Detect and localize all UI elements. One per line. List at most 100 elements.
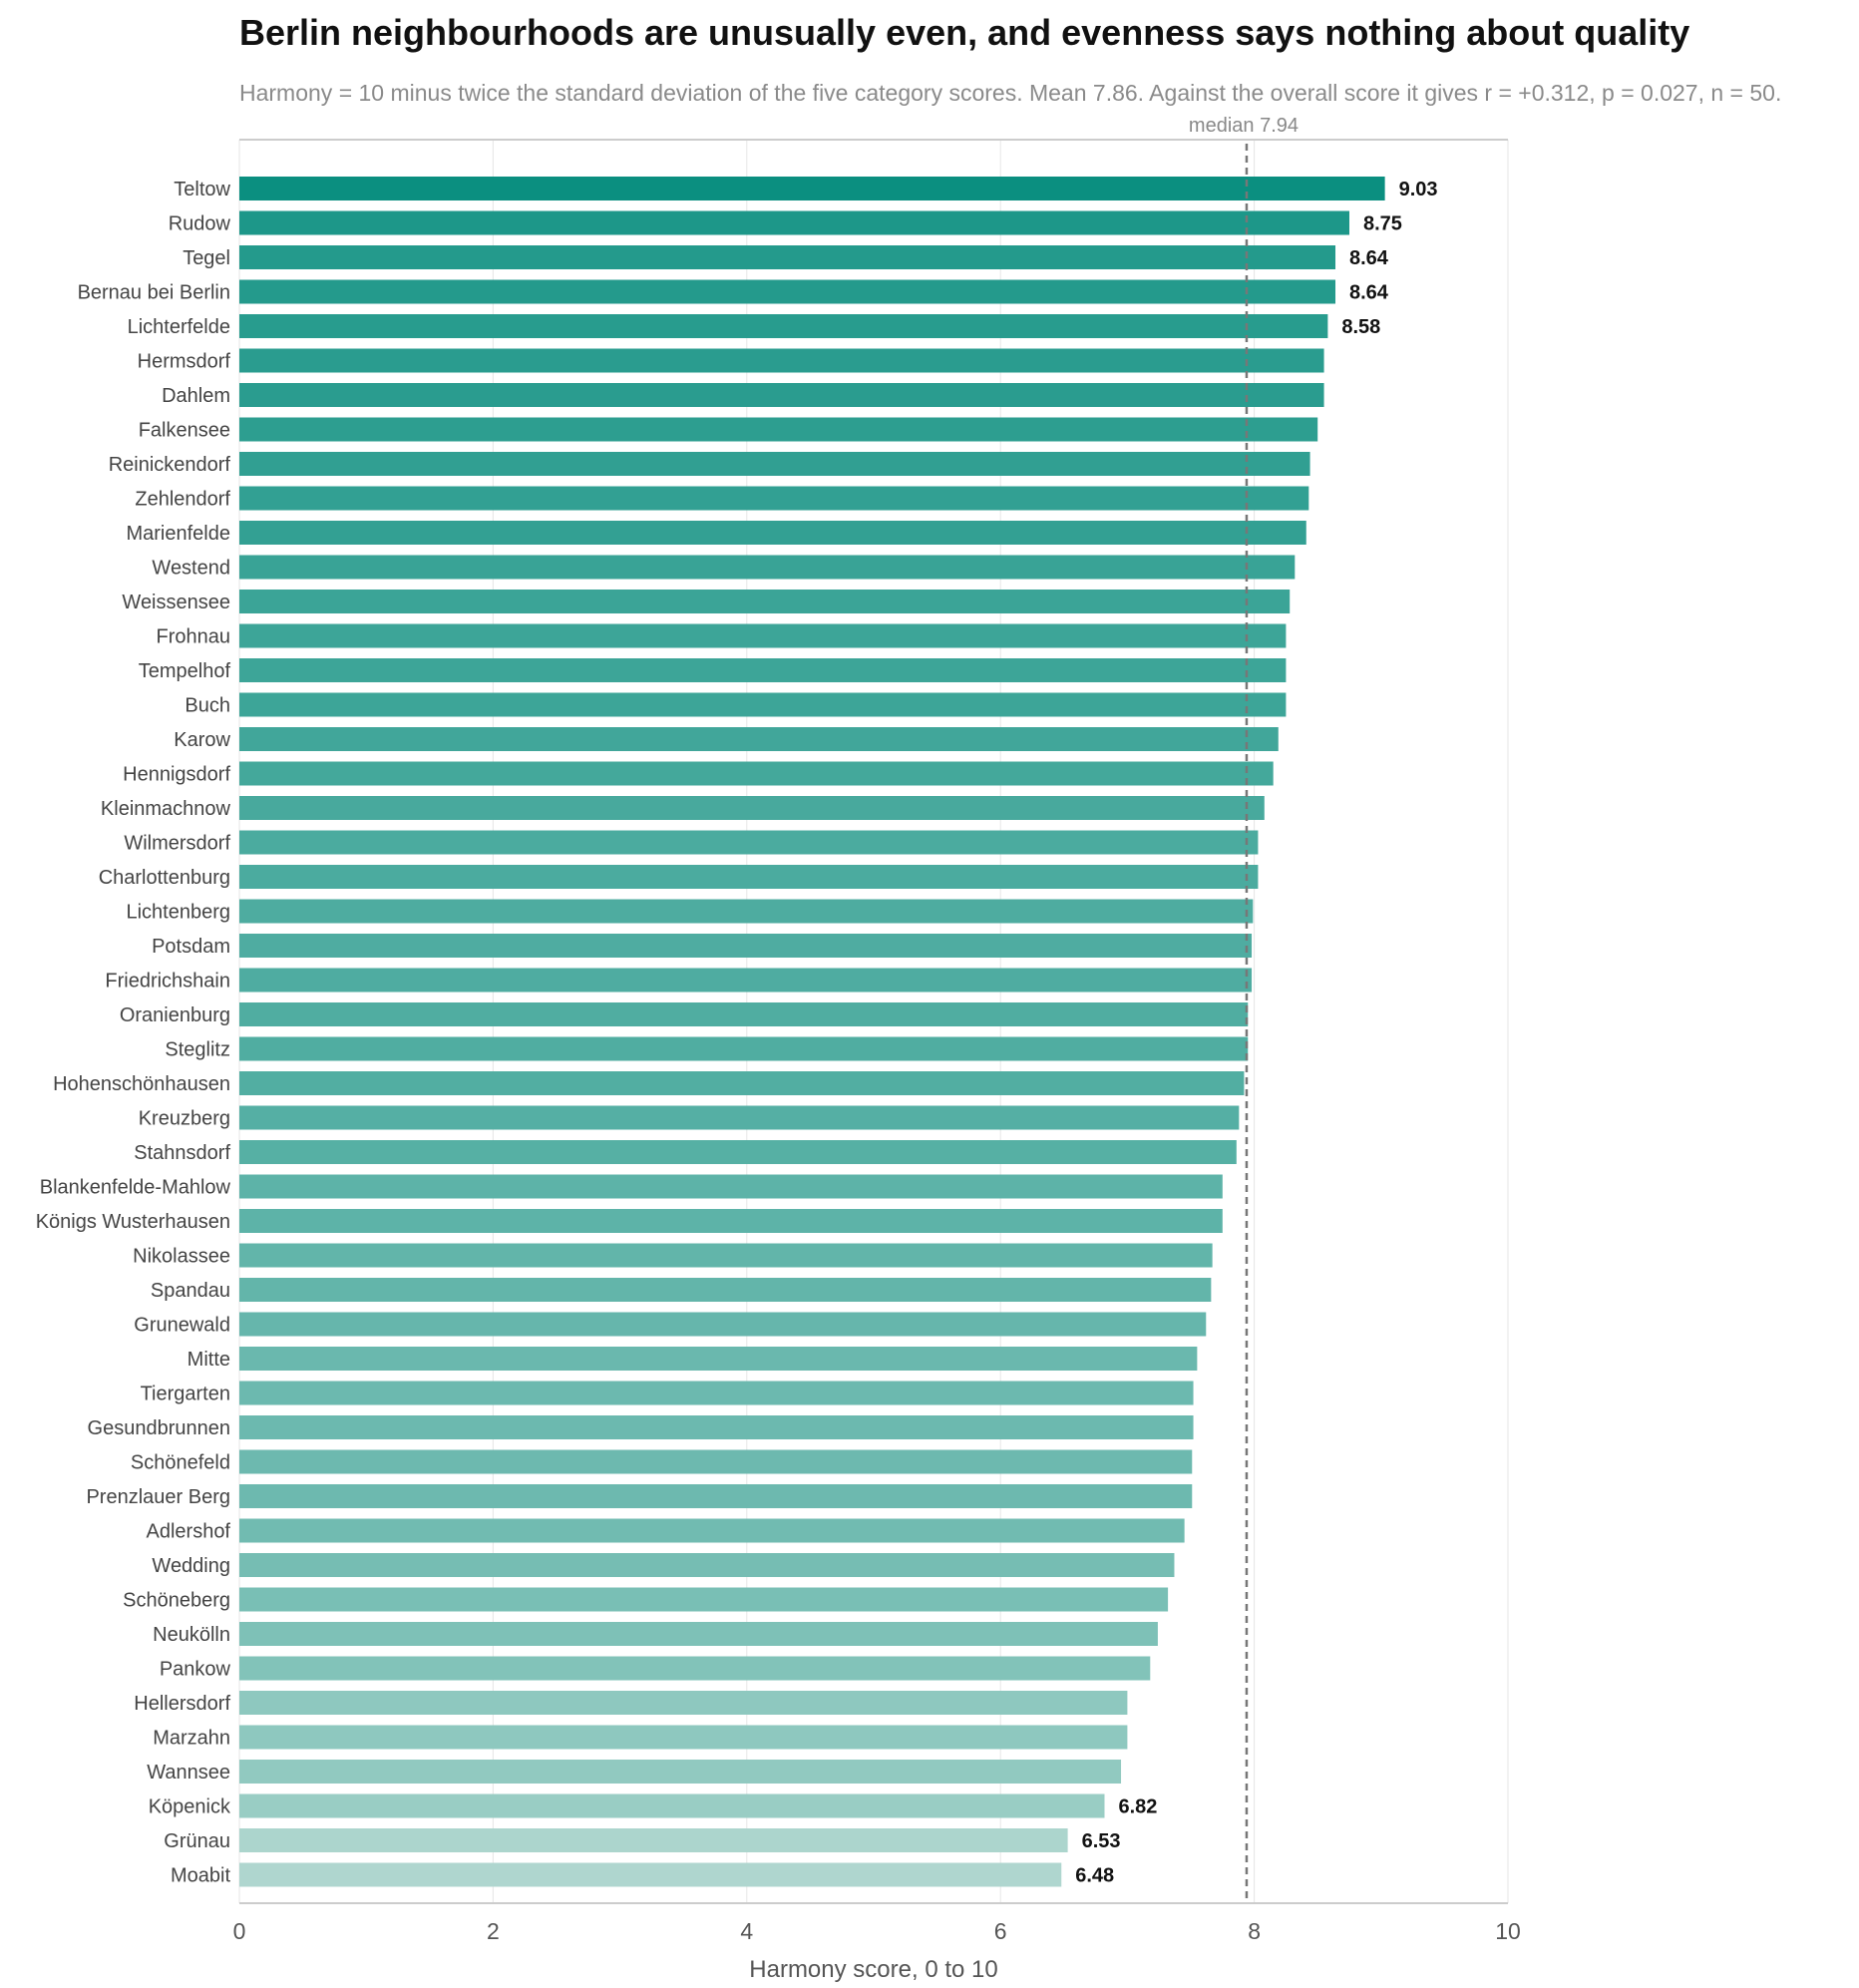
- bar-layer: [239, 177, 1385, 1887]
- bar: [239, 1691, 1128, 1715]
- category-label: Schöneberg: [123, 1590, 230, 1612]
- category-label: Hellersdorf: [134, 1693, 230, 1715]
- category-label: Wannsee: [147, 1762, 230, 1784]
- category-label: Bernau bei Berlin: [78, 282, 230, 304]
- x-tick-label: 0: [233, 1918, 246, 1944]
- bar: [239, 1347, 1198, 1371]
- category-label: Gesundbrunnen: [88, 1417, 230, 1439]
- bar: [239, 658, 1287, 682]
- category-label: Königs Wusterhausen: [36, 1211, 230, 1233]
- bar: [239, 486, 1309, 511]
- category-label: Marzahn: [153, 1728, 230, 1750]
- category-label: Adlershof: [147, 1521, 231, 1543]
- chart-title: Berlin neighbourhoods are unusually even…: [239, 12, 1690, 53]
- bar: [239, 348, 1324, 373]
- bar: [239, 692, 1287, 717]
- bar: [239, 521, 1306, 545]
- bar: [239, 1415, 1194, 1439]
- value-label: 8.75: [1363, 213, 1402, 235]
- category-label: Potsdam: [152, 936, 230, 958]
- value-label: 8.58: [1341, 316, 1380, 338]
- bar: [239, 1140, 1237, 1164]
- x-tick-label: 6: [994, 1918, 1007, 1944]
- median-label: median 7.94: [1189, 115, 1299, 137]
- bar: [239, 796, 1265, 820]
- category-label: Neukölln: [153, 1624, 230, 1646]
- category-label: Lichtenberg: [126, 902, 230, 924]
- value-label: 6.53: [1082, 1830, 1121, 1852]
- category-label: Tempelhof: [139, 660, 231, 682]
- category-label: Wilmersdorf: [124, 833, 230, 855]
- bar: [239, 1862, 1062, 1887]
- bar: [239, 1381, 1194, 1405]
- category-label: Stahnsdorf: [134, 1142, 230, 1164]
- x-tick-label: 4: [740, 1918, 753, 1944]
- bar: [239, 1278, 1212, 1302]
- bar: [239, 1760, 1122, 1784]
- category-label: Steglitz: [165, 1039, 230, 1061]
- bar: [239, 245, 1336, 269]
- category-label: Hermsdorf: [138, 351, 231, 373]
- bar: [239, 555, 1296, 580]
- bar: [239, 830, 1259, 855]
- value-label: 8.64: [1349, 247, 1389, 269]
- category-label: Zehlendorf: [135, 489, 230, 511]
- bar: [239, 1071, 1245, 1095]
- category-label: Köpenick: [149, 1796, 231, 1818]
- bar: [239, 623, 1287, 648]
- category-label: Nikolassee: [133, 1246, 230, 1268]
- category-label: Grunewald: [134, 1315, 230, 1337]
- category-label: Prenzlauer Berg: [86, 1486, 230, 1508]
- category-label: Mitte: [187, 1349, 230, 1371]
- category-label: Marienfelde: [126, 523, 230, 545]
- category-label: Tegel: [183, 247, 230, 269]
- category-label: Frohnau: [157, 626, 231, 648]
- category-label: Charlottenburg: [99, 867, 230, 889]
- category-label: Moabit: [171, 1865, 230, 1887]
- category-label: Karow: [174, 729, 230, 751]
- bar: [239, 590, 1291, 613]
- bar: [239, 1484, 1193, 1508]
- bar: [239, 934, 1253, 958]
- bar: [239, 1587, 1169, 1612]
- category-label: Reinickendorf: [109, 454, 231, 476]
- bar: [239, 279, 1336, 304]
- category-label: Falkensee: [139, 420, 230, 442]
- bar: [239, 1793, 1105, 1818]
- bar: [239, 1174, 1223, 1199]
- category-label: Hennigsdorf: [123, 764, 230, 786]
- bar: [239, 899, 1254, 924]
- category-label: Schönefeld: [131, 1452, 230, 1474]
- bar: [239, 1209, 1223, 1233]
- bar: [239, 1036, 1249, 1061]
- category-label: Friedrichshain: [105, 971, 230, 993]
- bar: [239, 1553, 1175, 1577]
- category-label: Grünau: [164, 1830, 230, 1852]
- category-label: Spandau: [151, 1280, 230, 1302]
- chart-subtitle: Harmony = 10 minus twice the standard de…: [239, 80, 1782, 106]
- x-axis-title: Harmony score, 0 to 10: [749, 1956, 997, 1983]
- bar: [239, 417, 1318, 442]
- bar: [239, 452, 1310, 476]
- category-label: Lichterfelde: [128, 316, 230, 338]
- category-label: Rudow: [169, 213, 231, 235]
- bar: [239, 383, 1324, 407]
- bar: [239, 1725, 1128, 1750]
- bar: [239, 1828, 1068, 1852]
- x-tick-label: 8: [1248, 1918, 1261, 1944]
- bar: [239, 210, 1349, 235]
- value-label: 8.64: [1349, 282, 1389, 304]
- value-label: 9.03: [1399, 179, 1438, 200]
- category-label: Oranienburg: [120, 1004, 230, 1026]
- value-label: 6.82: [1119, 1796, 1158, 1818]
- bar: [239, 1622, 1158, 1646]
- category-label: Blankenfelde-Mahlow: [40, 1177, 231, 1199]
- bar: [239, 314, 1328, 338]
- category-label: Buch: [185, 695, 230, 717]
- median-layer: median 7.94: [1189, 115, 1299, 1903]
- category-label: Pankow: [160, 1659, 231, 1681]
- bar: [239, 1243, 1213, 1268]
- bar: [239, 761, 1274, 786]
- bar: [239, 1105, 1240, 1130]
- bar: [239, 1002, 1249, 1026]
